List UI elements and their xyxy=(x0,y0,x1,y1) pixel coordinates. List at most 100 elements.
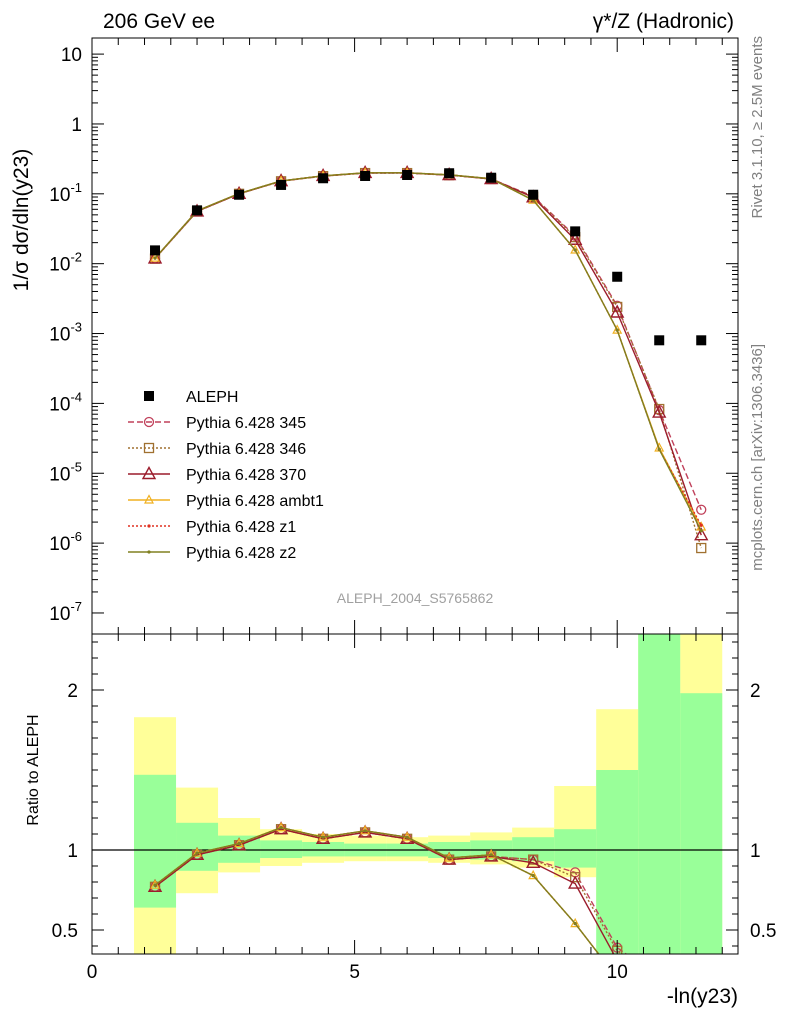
ratio-y-tick-label-right: 2 xyxy=(750,681,761,702)
legend-label: Pythia 6.428 ambt1 xyxy=(186,493,324,510)
y-tick-exponent: -4 xyxy=(70,389,82,404)
triangle-marker xyxy=(610,304,625,318)
x-tick-label: 5 xyxy=(349,962,360,983)
dot-marker xyxy=(153,256,157,260)
ratio-y-tick-label-right: 1 xyxy=(750,841,761,862)
ratio-y-tick-label-right: 0.5 xyxy=(750,921,776,942)
dot-marker xyxy=(615,328,619,332)
aleph-data-point xyxy=(276,179,287,190)
y-tick-label: 10-5 xyxy=(49,459,82,485)
triangle-marker xyxy=(694,527,709,541)
dot-marker xyxy=(699,529,703,533)
y-tick-label: 10-1 xyxy=(49,180,82,206)
y-tick-exponent: -1 xyxy=(70,180,82,195)
aleph-data-point xyxy=(444,168,455,179)
small-triangle-marker xyxy=(612,324,623,334)
inner-uncertainty-bin xyxy=(680,693,723,954)
legend-swatch xyxy=(144,391,154,401)
inner-uncertainty-bin xyxy=(302,842,345,857)
dot-marker xyxy=(489,853,493,857)
dot-marker xyxy=(573,248,577,252)
dot-marker xyxy=(363,829,367,833)
ratio-series xyxy=(147,821,628,954)
y-tick-label: 10 xyxy=(61,45,82,66)
inner-uncertainty-bin xyxy=(596,770,639,954)
x-axis-title: -ln(y23) xyxy=(667,985,738,1008)
ratio-y-tick-label: 1 xyxy=(67,841,78,862)
dot-marker xyxy=(573,922,577,926)
inner-uncertainty-bin xyxy=(554,829,597,868)
inner-uncertainty-bin xyxy=(176,822,219,871)
dot-marker xyxy=(447,856,451,860)
small-triangle-marker xyxy=(486,849,497,859)
header-right-label: γ*/Z (Hadronic) xyxy=(593,10,734,33)
dot-marker xyxy=(405,835,409,839)
x-tick-label: 0 xyxy=(87,962,98,983)
y-tick-exponent: -3 xyxy=(70,320,82,335)
ratio-y-axis-title: Ratio to ALEPH xyxy=(25,714,42,825)
y-tick-exponent: -6 xyxy=(70,529,82,544)
square-marker xyxy=(570,872,581,883)
y-tick-base: 10 xyxy=(49,604,70,625)
y-tick-label: 10-2 xyxy=(49,250,82,276)
dot-marker xyxy=(147,550,151,554)
top-panel-data-points xyxy=(150,168,707,346)
legend: ALEPH Pythia 6.428 345 Pythia 6.428 346 Pyt… xyxy=(128,389,324,562)
analysis-id-watermark: ALEPH_2004_S5765862 xyxy=(337,590,494,606)
small-triangle-marker xyxy=(144,494,154,504)
rivet-version-label: Rivet 3.1.10, ≥ 2.5M events xyxy=(749,36,766,219)
aleph-data-point xyxy=(150,245,161,256)
top-y-axis-title: 1/σ dσ/dln(y23) xyxy=(10,149,33,292)
aleph-data-point xyxy=(570,226,581,237)
y-tick-base: 10 xyxy=(49,464,70,485)
series-line xyxy=(154,172,702,511)
legend-label: Pythia 6.428 346 xyxy=(186,441,306,458)
legend-label: Pythia 6.428 345 xyxy=(186,415,306,432)
ratio-line xyxy=(154,828,615,954)
dot-marker xyxy=(531,874,535,878)
small-triangle-marker xyxy=(570,917,581,928)
triangle-marker xyxy=(147,250,163,264)
aleph-data-point xyxy=(192,205,203,216)
ratio-y-tick-label: 0.5 xyxy=(52,921,78,942)
circle-marker xyxy=(696,504,707,515)
small-triangle-marker xyxy=(276,821,287,832)
series-line xyxy=(154,172,702,532)
legend-label: ALEPH xyxy=(186,389,238,406)
y-tick-exponent: -7 xyxy=(70,599,82,614)
circle-marker xyxy=(143,416,155,428)
dot-marker xyxy=(147,524,151,528)
legend-label: Pythia 6.428 370 xyxy=(186,467,306,484)
triangle-marker xyxy=(568,875,583,889)
source-url-label: mcplots.cern.ch [arXiv:1306.3436] xyxy=(749,344,766,571)
y-tick-base: 10 xyxy=(49,394,70,415)
dot-marker xyxy=(153,883,157,887)
aleph-data-point xyxy=(234,189,245,200)
square-marker xyxy=(143,442,155,454)
series-line xyxy=(154,172,702,549)
aleph-data-point xyxy=(528,189,539,200)
y-tick-base: 10 xyxy=(49,325,70,346)
triangle-marker xyxy=(141,466,157,480)
ratio-y-tick-label: 2 xyxy=(67,681,78,702)
dot-marker xyxy=(321,835,325,839)
aleph-data-point xyxy=(612,271,623,282)
small-triangle-marker xyxy=(360,825,371,835)
header-left-label: 206 GeV ee xyxy=(103,10,215,33)
aleph-data-point xyxy=(402,169,413,180)
triangle-marker xyxy=(652,404,667,418)
legend-label: Pythia 6.428 z2 xyxy=(186,545,296,562)
aleph-data-point xyxy=(318,173,329,184)
y-tick-label: 10-4 xyxy=(49,389,82,415)
aleph-data-point xyxy=(654,335,665,346)
y-tick-label: 1 xyxy=(71,115,82,136)
small-triangle-marker xyxy=(654,442,665,452)
x-tick-label: 10 xyxy=(607,962,628,983)
y-tick-base: 10 xyxy=(49,185,70,206)
aleph-data-point xyxy=(486,172,497,183)
y-tick-base: 10 xyxy=(49,534,70,555)
ratio-uncertainty-bands xyxy=(92,634,738,954)
y-tick-base: 10 xyxy=(49,255,70,276)
